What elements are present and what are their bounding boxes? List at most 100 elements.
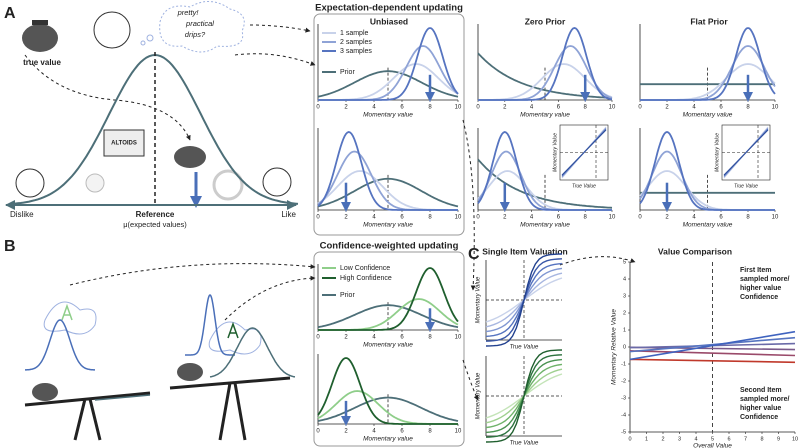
unbiased-box [313, 13, 465, 236]
label: 1 [623, 327, 626, 333]
teapot-lid [32, 20, 48, 25]
label: 3 samples [340, 48, 372, 55]
label: Momentary value [683, 222, 733, 229]
label: 0 [316, 105, 320, 111]
label: Second Item [740, 387, 782, 394]
label: Momentary value [520, 222, 570, 229]
label: -4 [621, 412, 626, 418]
label: 10 [609, 215, 616, 221]
dashed-arrow [249, 24, 311, 33]
label: True Value [572, 183, 596, 189]
thought-bubble [208, 321, 262, 355]
seesaw-axis [94, 394, 151, 401]
dashed-arrow [559, 256, 636, 266]
label: True Value [510, 345, 539, 351]
label: Like [281, 210, 296, 219]
label: 7 [744, 436, 747, 442]
label: 0 [316, 429, 320, 435]
label: practical [185, 19, 214, 28]
label: 2 [344, 335, 348, 341]
dashed-arrow [24, 54, 191, 141]
label: -5 [621, 429, 626, 435]
label: 0 [476, 105, 480, 111]
curve [317, 304, 459, 329]
thought-bubble [159, 1, 245, 53]
label: Momentary value [520, 112, 570, 119]
label: Confidence [740, 294, 778, 301]
comparison-line [629, 358, 796, 364]
dashed-arrow [224, 275, 316, 321]
curve [477, 131, 612, 211]
teapot [174, 146, 206, 168]
label: Dislike [10, 210, 34, 219]
small-dist [185, 294, 235, 356]
label: Expectation-dependent updating [315, 3, 463, 14]
label: 9 [777, 436, 780, 442]
label: 4 [694, 436, 697, 442]
bubble-dot [146, 34, 154, 42]
label: Unbiased [370, 16, 408, 26]
letter-a-high [227, 321, 239, 339]
label: 0 [628, 436, 631, 442]
label: 4 [692, 105, 696, 111]
seesaw-dist [209, 327, 296, 378]
teapot [177, 363, 203, 381]
label: Momentary Value [476, 372, 482, 419]
label: sampled more/ [740, 396, 789, 403]
inset-line [561, 129, 607, 176]
label: 2 [623, 310, 626, 316]
dashed-arrow [462, 119, 476, 291]
label: -1 [621, 361, 626, 367]
label: 10 [609, 105, 616, 111]
label: 2 [665, 215, 669, 221]
label: -3 [621, 395, 626, 401]
label: 10 [455, 215, 462, 221]
label: 1 [645, 436, 648, 442]
label: Prior [340, 292, 355, 299]
label: μ(expected values) [123, 220, 187, 229]
label: 8 [746, 105, 750, 111]
label: First Item [740, 267, 772, 274]
curve [640, 27, 776, 101]
label: Value Comparison [658, 246, 732, 256]
label: 10 [792, 436, 798, 442]
dashed-arrow [462, 359, 479, 401]
small-dist [25, 319, 95, 371]
single-line [485, 349, 563, 443]
curve [317, 357, 458, 425]
label: Confidence-weighted updating [320, 241, 459, 252]
letter-a-low [61, 303, 73, 321]
comparison-line [629, 330, 796, 361]
label: 6 [400, 429, 404, 435]
label: True Value [510, 441, 539, 447]
teapot [32, 383, 58, 401]
curve [317, 396, 459, 422]
wreath [212, 169, 244, 201]
dashed-arrow [234, 53, 316, 66]
label: 6 [557, 105, 561, 111]
label: -2 [621, 378, 626, 384]
label: Momentary Value [552, 133, 558, 172]
label: 4 [692, 215, 696, 221]
label: ALTOIDS [111, 141, 137, 147]
curve [317, 131, 458, 211]
label: 6 [400, 335, 404, 341]
label: 2 [344, 105, 348, 111]
label: 4 [372, 215, 376, 221]
label: 8 [428, 105, 432, 111]
label: 8 [760, 436, 763, 442]
label: higher value [740, 405, 781, 412]
label: pretty! [177, 8, 200, 17]
label: 10 [455, 429, 462, 435]
face-like [262, 167, 292, 197]
label: 10 [455, 105, 462, 111]
label: 8 [746, 215, 750, 221]
label: Momentary value [363, 222, 413, 229]
label: 3 [623, 293, 626, 299]
label: Low Confidence [340, 265, 390, 272]
label: 0 [476, 215, 480, 221]
teapot [22, 24, 58, 52]
label: 6 [719, 105, 723, 111]
curve [317, 177, 459, 208]
